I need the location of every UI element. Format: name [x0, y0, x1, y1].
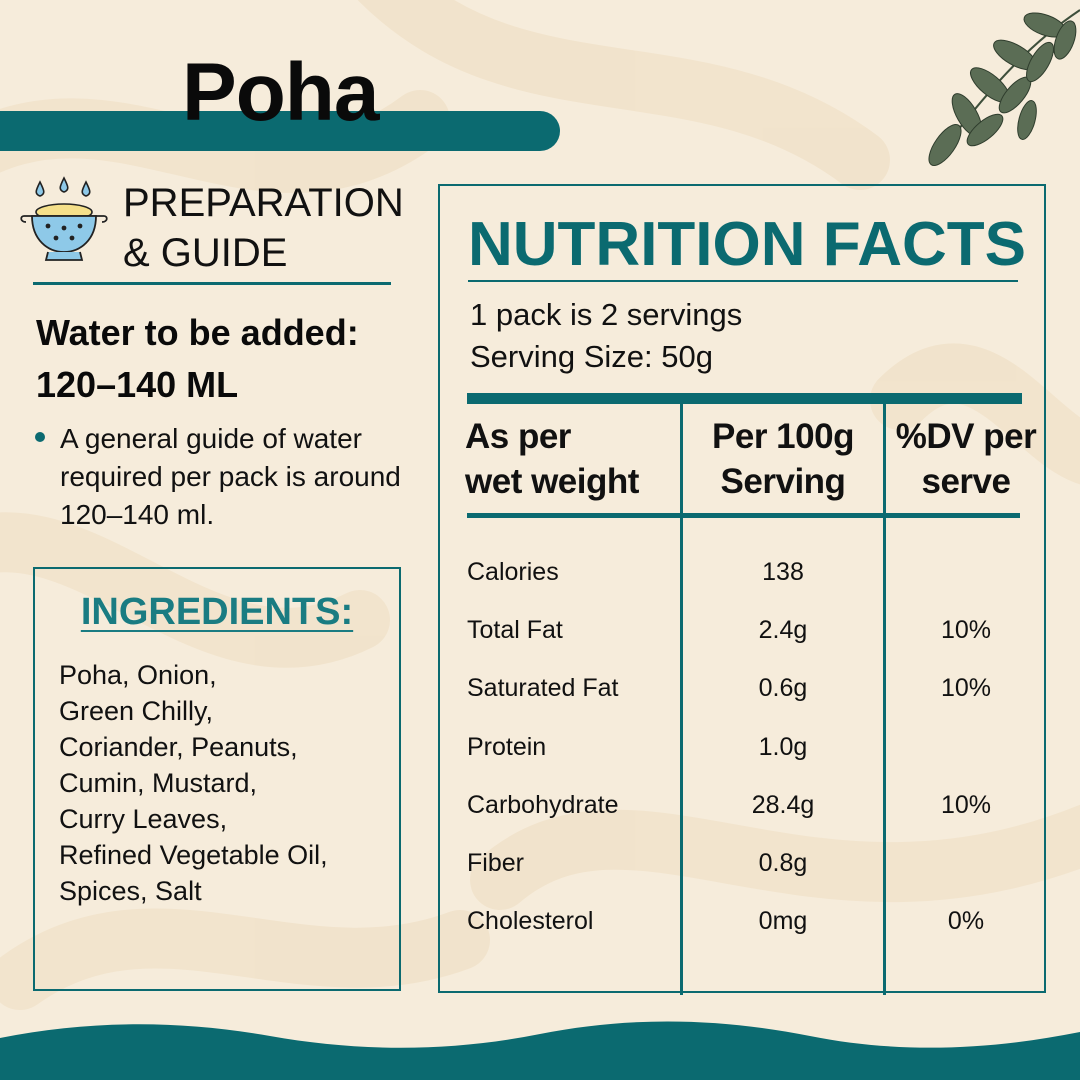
nutrient-value: 138 — [762, 558, 804, 586]
nutrition-title-underline — [468, 280, 1018, 282]
water-guide-text: A general guide of water required per pa… — [60, 423, 401, 530]
preparation-divider — [33, 282, 391, 285]
column-divider — [680, 402, 683, 995]
nutrient-dv: 10% — [940, 674, 992, 703]
nutrient-value: 0mg — [758, 907, 808, 936]
product-title: Poha — [182, 47, 379, 138]
nutrient-value: 1.0g — [758, 732, 808, 761]
ingredients-title: INGREDIENTS: — [35, 591, 399, 634]
nutrient-value: 0.8g — [758, 848, 808, 877]
table-row: Fiber 0.8g — [440, 837, 1046, 895]
curry-leaves-icon — [928, 9, 1080, 166]
nutrient-name: Calories — [467, 558, 559, 586]
ingredients-box: INGREDIENTS: Poha, Onion, Green Chilly, … — [33, 567, 401, 991]
table-row: Protein 1.0g — [440, 721, 1046, 779]
nutrient-value: 28.4g — [751, 790, 815, 819]
nutrient-dv: 10% — [940, 616, 992, 645]
nutrient-dv: 10% — [940, 790, 992, 819]
nutrition-title: NUTRITION FACTS — [468, 210, 1026, 279]
servings-per-pack: 1 pack is 2 servings — [470, 297, 743, 332]
ingredients-list: Poha, Onion, Green Chilly, Coriander, Pe… — [59, 660, 328, 906]
preparation-heading: PREPARATION & GUIDE — [123, 181, 404, 275]
bullet-icon — [35, 432, 45, 442]
nutrient-name: Saturated Fat — [467, 674, 619, 703]
nutrition-facts-box: NUTRITION FACTS 1 pack is 2 servings Ser… — [438, 184, 1046, 995]
table-row: Total Fat 2.4g 10% — [440, 604, 1046, 662]
nutrient-name: Fiber — [467, 848, 524, 877]
nutrient-value: 0.6g — [758, 674, 808, 703]
nutrient-value: 2.4g — [758, 616, 808, 645]
table-row: Carbohydrate 28.4g 10% — [440, 779, 1046, 837]
header-divider — [467, 513, 1020, 518]
table-row: Cholesterol 0mg 0% — [440, 895, 1046, 953]
nutrition-rows: Calories 138 Total Fat 2.4g 10% Saturate… — [440, 546, 1046, 953]
nutrient-dv: 0% — [947, 907, 985, 936]
ingredients-title-text: INGREDIENTS: — [80, 591, 354, 633]
bottom-wave — [0, 1021, 1080, 1080]
water-label: Water to be added: — [36, 312, 359, 353]
table-row: Calories 138 — [440, 546, 1046, 604]
nutrition-thick-divider — [467, 393, 1022, 404]
water-amount: 120–140 ML — [36, 364, 239, 405]
nutrient-name: Cholesterol — [467, 907, 594, 936]
nutrient-name: Total Fat — [467, 616, 563, 645]
nutrient-name: Protein — [467, 732, 547, 761]
column-header-basis: As per wet weight — [465, 417, 639, 501]
title-bar — [0, 111, 560, 151]
column-header-dv: %DV per serve — [895, 417, 1037, 501]
colander-icon — [20, 176, 108, 261]
table-row: Saturated Fat 0.6g 10% — [440, 662, 1046, 720]
column-divider — [883, 402, 886, 995]
nutrient-name: Carbohydrate — [467, 790, 619, 819]
serving-size: Serving Size: 50g — [470, 339, 713, 374]
servings-info: 1 pack is 2 servings Serving Size: 50g — [470, 294, 742, 378]
column-header-per-100g: Per 100g Serving — [712, 417, 854, 501]
